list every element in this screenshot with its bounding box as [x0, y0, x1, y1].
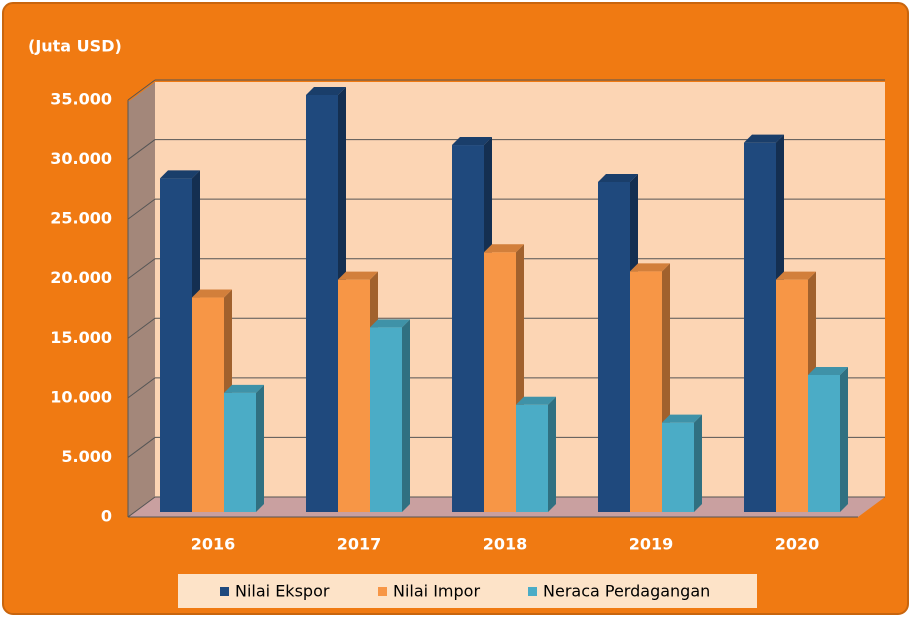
y-tick-label: 35.000 [50, 90, 112, 109]
y-tick-label: 25.000 [50, 209, 112, 228]
bar-top-shade [452, 137, 492, 146]
bar-top [808, 366, 848, 375]
legend-box [178, 574, 757, 608]
bar [808, 366, 848, 512]
bar-top [224, 384, 264, 393]
x-tick-label: 2016 [191, 535, 236, 554]
x-tick-label: 2017 [337, 535, 382, 554]
bar-top-shade [370, 319, 410, 328]
grid-line [127, 317, 156, 339]
bar-front [516, 404, 548, 512]
bar-front [598, 181, 630, 512]
bar-top-shade [776, 271, 816, 280]
bar-top [306, 87, 346, 95]
bar-top [662, 414, 702, 423]
bar-top [516, 396, 556, 405]
y-tick-label: 10.000 [50, 387, 112, 406]
y-tick-label: 30.000 [50, 149, 112, 168]
y-tick-label: 20.000 [50, 268, 112, 287]
bar-top [160, 170, 200, 179]
legend-label: Nilai Impor [393, 582, 480, 601]
bar-top-shade [662, 414, 702, 423]
bar [224, 384, 264, 512]
y-tick-label: 0 [101, 507, 112, 526]
grid-line [127, 139, 156, 160]
bar-side-shade [402, 319, 410, 512]
bar-top [484, 244, 524, 253]
bar-side [694, 414, 702, 512]
bar-top-shade [630, 263, 670, 272]
grid-line [127, 437, 156, 458]
bar-top-shade [516, 396, 556, 405]
bar [662, 414, 702, 512]
bar-top-shade [808, 366, 848, 375]
grid-line [127, 496, 156, 518]
bar-top [370, 319, 410, 328]
bar-top [452, 137, 492, 146]
bar-front [662, 422, 694, 512]
bar-front [338, 279, 370, 512]
bar-side-shade [840, 366, 848, 512]
bar-top [630, 263, 670, 272]
legend-swatch [220, 587, 229, 596]
bar-top-shade [484, 244, 524, 253]
bar-top-shade [744, 134, 784, 143]
x-tick-label: 2020 [775, 535, 820, 554]
bar-top [744, 134, 784, 143]
bar-top-shade [192, 289, 232, 298]
grid-line [127, 377, 156, 399]
bar [370, 319, 410, 512]
bar-front [452, 145, 484, 513]
bar-front [744, 142, 776, 512]
y-tick-label: 5.000 [61, 447, 112, 466]
legend: Nilai Ekspor Nilai Impor Neraca Perdaganga… [178, 574, 757, 608]
bar-front [776, 279, 808, 512]
bar-front [370, 327, 402, 512]
bar-front [484, 252, 516, 513]
bar-front [808, 374, 840, 512]
legend-label: Nilai Ekspor [235, 582, 330, 601]
bar-side [840, 366, 848, 512]
bar-side-shade [548, 396, 556, 512]
bar-top-shade [224, 384, 264, 393]
y-axis-label: (Juta USD) [28, 37, 122, 56]
bar-top-shade [306, 87, 346, 95]
legend-swatch [378, 587, 387, 596]
bar-top [192, 289, 232, 298]
legend-swatch [528, 587, 537, 596]
bar-side-shade [256, 384, 264, 512]
bar-top [776, 271, 816, 280]
bar-top [598, 173, 638, 182]
bar-top-shade [598, 173, 638, 182]
bar-side-shade [694, 414, 702, 512]
side-wall [128, 82, 155, 517]
bar-side [256, 384, 264, 512]
bar [516, 396, 556, 512]
y-tick-label: 15.000 [50, 328, 112, 347]
x-tick-label: 2019 [629, 535, 674, 554]
bar-front [192, 297, 224, 512]
bar-front [306, 95, 338, 512]
bar-top [338, 271, 378, 280]
grid-line [127, 198, 156, 220]
legend-label: Neraca Perdagangan [543, 582, 710, 601]
grid-line [127, 79, 156, 101]
bar-front [160, 178, 192, 512]
bar-side [402, 319, 410, 512]
bar-front [630, 271, 662, 512]
bar-side [548, 396, 556, 512]
bar-top-shade [338, 271, 378, 280]
bar-front [224, 392, 256, 512]
bar-top-shade [160, 170, 200, 179]
x-tick-label: 2018 [483, 535, 528, 554]
grid-line [127, 258, 156, 280]
